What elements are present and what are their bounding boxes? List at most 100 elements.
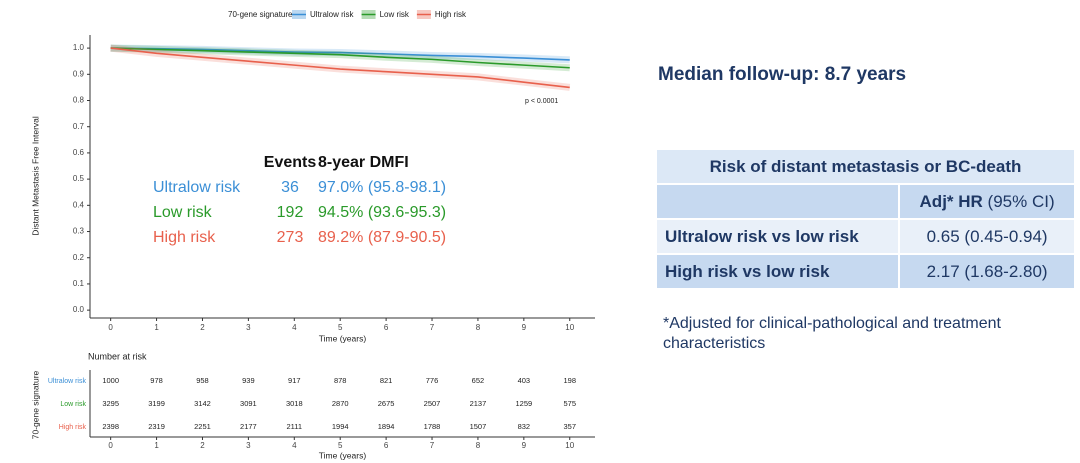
col-header: Adj* HR (95% CI) <box>898 183 1076 220</box>
summary-dmfi: 94.5% (93.6-95.3) <box>318 204 446 221</box>
risk-count: 878 <box>334 376 347 385</box>
hr-table: Risk of distant metastasis or BC-death A… <box>654 148 1076 290</box>
risk-count: 939 <box>242 376 255 385</box>
risk-count: 575 <box>563 399 576 408</box>
x-tick-label: 3 <box>246 323 251 332</box>
x-tick-label: 1 <box>154 323 159 332</box>
risk-count: 2870 <box>332 399 349 408</box>
km-curve <box>110 47 570 89</box>
risk-time-label: 0 <box>108 441 113 450</box>
km-curve <box>110 47 570 61</box>
footnote: *Adjusted for clinical-pathological and … <box>663 315 1001 352</box>
risk-count: 958 <box>196 376 209 385</box>
risk-count: 3018 <box>286 399 303 408</box>
summary-dmfi: 89.2% (87.9-90.5) <box>318 229 446 246</box>
risk-count: 652 <box>472 376 485 385</box>
risk-count: 1994 <box>332 422 349 431</box>
x-tick-label: 9 <box>522 323 527 332</box>
y-tick-label: 0.8 <box>73 96 85 105</box>
risk-count: 2507 <box>424 399 441 408</box>
summary-events: 273 <box>277 229 304 246</box>
x-tick-label: 8 <box>476 323 481 332</box>
y-tick-label: 0.7 <box>73 122 85 131</box>
risk-time-label: 7 <box>430 441 435 450</box>
y-tick-label: 0.9 <box>73 69 85 78</box>
risk-xlabel: Time (years) <box>319 450 367 460</box>
summary-header: 8-year DMFI <box>318 154 409 171</box>
y-axis-label: Distant Metastasis Free Interval <box>30 116 40 236</box>
x-tick-label: 0 <box>108 323 113 332</box>
risk-count: 832 <box>518 422 531 431</box>
summary-name: Low risk <box>153 204 213 221</box>
risk-count: 3091 <box>240 399 257 408</box>
legend-label: High risk <box>435 10 467 19</box>
row-value: 2.17 (1.68-2.80) <box>898 253 1076 290</box>
row-value: 0.65 (0.45-0.94) <box>898 218 1076 255</box>
y-tick-label: 0.1 <box>73 279 85 288</box>
risk-count: 821 <box>380 376 393 385</box>
risk-count: 3295 <box>102 399 119 408</box>
summary-dmfi: 97.0% (95.8-98.1) <box>318 179 446 196</box>
risk-ylabel: 70-gene signature <box>30 370 40 439</box>
y-tick-label: 0.2 <box>73 253 85 262</box>
y-tick-label: 0.5 <box>73 174 85 183</box>
risk-row-name: Low risk <box>60 401 86 408</box>
x-tick-label: 10 <box>565 323 574 332</box>
summary-name: High risk <box>153 229 216 246</box>
risk-count: 3199 <box>148 399 165 408</box>
row-label: High risk vs low risk <box>654 253 901 290</box>
risk-row-name: Ultralow risk <box>48 378 87 385</box>
km-curve <box>110 47 570 69</box>
risk-time-label: 6 <box>384 441 389 450</box>
risk-count: 1788 <box>424 422 441 431</box>
risk-time-label: 5 <box>338 441 343 450</box>
risk-time-label: 3 <box>246 441 251 450</box>
risk-count: 1259 <box>515 399 532 408</box>
risk-count: 198 <box>563 376 576 385</box>
empty-cell <box>654 183 901 220</box>
risk-count: 2398 <box>102 422 119 431</box>
risk-count: 2137 <box>470 399 487 408</box>
risk-time-label: 9 <box>522 441 527 450</box>
y-tick-label: 0.3 <box>73 227 85 236</box>
y-tick-label: 0.0 <box>73 305 85 314</box>
annotation: p < 0.0001 <box>525 98 558 105</box>
risk-count: 2177 <box>240 422 257 431</box>
legend-title: 70-gene signature <box>228 10 293 19</box>
summary-name: Ultralow risk <box>153 179 241 196</box>
y-tick-label: 1.0 <box>73 43 85 52</box>
risk-count: 917 <box>288 376 301 385</box>
risk-time-label: 10 <box>565 441 574 450</box>
x-axis-label: Time (years) <box>319 333 367 343</box>
risk-count: 1000 <box>102 376 119 385</box>
y-tick-label: 0.6 <box>73 148 85 157</box>
y-tick-label: 0.4 <box>73 200 85 209</box>
risk-count: 2111 <box>287 422 303 431</box>
x-tick-label: 7 <box>430 323 435 332</box>
x-tick-label: 5 <box>338 323 343 332</box>
risk-count: 1507 <box>470 422 487 431</box>
risk-count: 776 <box>426 376 439 385</box>
risk-count: 1894 <box>378 422 395 431</box>
summary-events: 36 <box>281 179 299 196</box>
x-tick-label: 6 <box>384 323 389 332</box>
follow-up: Median follow-up: 8.7 years <box>658 64 907 85</box>
risk-count: 2675 <box>378 399 395 408</box>
row-label: Ultralow risk vs low risk <box>654 218 901 255</box>
summary-header: Events <box>264 154 317 171</box>
risk-title: Number at risk <box>88 351 147 361</box>
x-tick-label: 4 <box>292 323 297 332</box>
summary-events: 192 <box>277 204 304 221</box>
risk-time-label: 1 <box>154 441 159 450</box>
risk-count: 2251 <box>194 422 211 431</box>
risk-count: 357 <box>563 422 576 431</box>
risk-time-label: 4 <box>292 441 297 450</box>
risk-time-label: 2 <box>200 441 205 450</box>
risk-row-name: High risk <box>59 424 87 431</box>
x-tick-label: 2 <box>200 323 205 332</box>
legend-label: Ultralow risk <box>310 10 355 19</box>
col-bold: Adj* HR <box>919 191 983 211</box>
risk-count: 978 <box>150 376 163 385</box>
